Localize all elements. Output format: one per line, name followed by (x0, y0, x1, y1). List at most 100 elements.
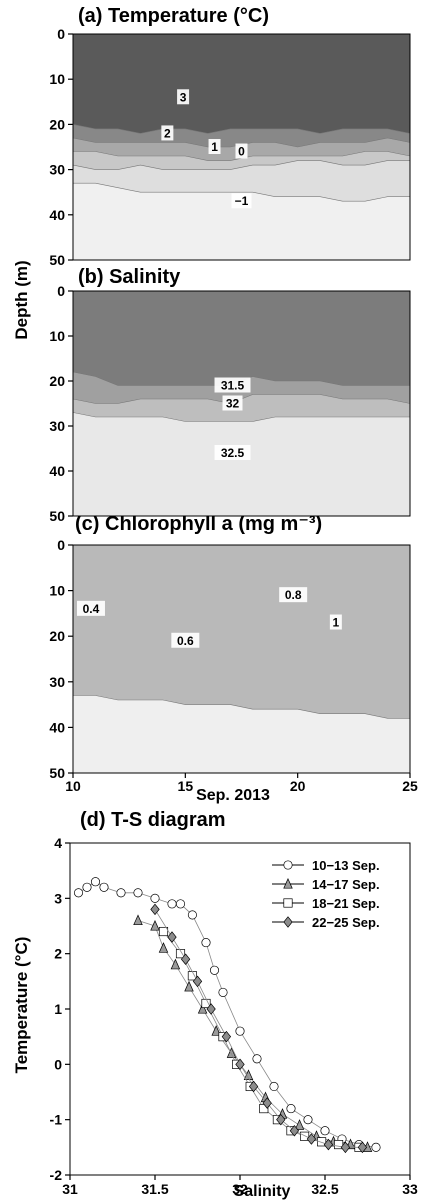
contour-label-bg (177, 89, 190, 105)
series-0 (73, 877, 381, 1152)
legend: 10−13 Sep. 14−17 Sep. 18−21 Sep. 22−25 Sep. (272, 858, 380, 930)
contour-label-0: 3 (180, 90, 187, 104)
data-point (262, 1097, 272, 1109)
legend-marker (283, 877, 293, 889)
y-tick-label: 30 (49, 418, 65, 434)
data-point (158, 926, 169, 937)
data-point (317, 1137, 327, 1147)
contour-label-bg (76, 600, 105, 616)
y-tick-label: 10 (49, 583, 65, 599)
y-tick-label: 0 (57, 537, 65, 553)
contour-label-1: 32 (226, 397, 240, 411)
contour-label-4: −1 (235, 194, 249, 208)
y-tick-label: 3 (54, 890, 62, 906)
contour-label-2: 1 (211, 140, 218, 154)
contour-label-3: 0 (238, 145, 245, 159)
data-point (167, 899, 177, 909)
panel-d: 31 31.5 32 32.5 33 -2 -1 0 1 2 3 4 10−13 Sep. 14−17 S… (50, 835, 418, 1197)
contour-label-2: 0.8 (285, 588, 302, 602)
shared-y-axis-label: Depth (m) (12, 260, 31, 339)
legend-label-1: 14−17 Sep. (312, 877, 380, 892)
panel-a-title: (a) Temperature (°C) (78, 5, 269, 27)
data-point (303, 1115, 313, 1125)
data-point (187, 910, 197, 920)
panel-frame (72, 544, 411, 774)
legend-marker (283, 916, 293, 928)
y-tick-label: 10 (49, 71, 65, 87)
y-tick-label: 40 (49, 719, 65, 735)
data-point (218, 987, 228, 997)
y-tick-label: 2 (54, 946, 62, 962)
contour-label-bg (222, 395, 243, 411)
contour-label-2: 32.5 (221, 446, 245, 460)
x-tick-label: 10 (65, 778, 81, 794)
panel-d-x-axis-label: Salinity (234, 1183, 291, 1200)
series-line (78, 881, 377, 1148)
data-point (294, 1119, 305, 1130)
y-tick-label: 20 (49, 628, 65, 644)
panel-b-title: (b) Salinity (78, 266, 181, 288)
data-point (276, 1113, 286, 1126)
panel-c-field (73, 545, 410, 773)
contour-label-3: 1 (333, 616, 340, 630)
panel-frame (72, 290, 411, 517)
data-point (90, 877, 101, 887)
contour-label-1: 2 (164, 126, 171, 140)
panel-c-x-axis-label: Sep. 2013 (196, 787, 270, 804)
x-tick-label: 15 (178, 778, 194, 794)
data-point (82, 882, 92, 892)
data-point (235, 1026, 245, 1036)
data-point (170, 958, 181, 970)
panel-b: 31.5 32 32.5 0 10 20 30 40 50 (49, 283, 411, 524)
y-tick-label: 4 (54, 835, 62, 851)
contour-label-bg (329, 614, 342, 630)
data-point (158, 942, 169, 953)
panel-d-title: (d) T-S diagram (80, 809, 226, 831)
data-point (150, 919, 160, 931)
panel-c-title: (c) Chlorophyll a (mg m⁻³) (75, 513, 322, 535)
data-point (340, 1141, 351, 1154)
data-point (167, 931, 177, 943)
legend-label-2: 18−21 Sep. (312, 896, 380, 911)
y-tick-label: 0 (57, 26, 65, 42)
contour-label-bg (171, 632, 200, 648)
data-point (133, 914, 143, 926)
data-point (180, 953, 191, 965)
data-point (184, 980, 194, 992)
series-3 (150, 903, 368, 1154)
data-point (226, 1047, 237, 1058)
panels-layer: 321 0−10102030405031.53232.5010203040500.… (49, 26, 418, 1197)
data-point (252, 1054, 262, 1064)
data-point (116, 888, 126, 898)
y-tick-label: 50 (49, 252, 65, 268)
x-tick-label: 32 (232, 1181, 248, 1197)
y-tick-label: -1 (50, 1112, 63, 1128)
data-point (371, 1142, 381, 1152)
data-point (323, 1138, 334, 1151)
contour-band-3 (73, 34, 410, 134)
contour-label-bg (214, 445, 251, 460)
data-point (206, 1003, 216, 1015)
data-point (175, 949, 186, 959)
y-tick-label: 40 (49, 463, 65, 479)
contour-label-bg (235, 143, 248, 159)
x-tick-label: 31.5 (141, 1181, 168, 1197)
legend-marker (283, 898, 293, 908)
contour-label-bg (161, 125, 174, 141)
x-tick-label: 25 (402, 778, 418, 794)
y-tick-label: 0 (54, 1056, 62, 1072)
data-point (248, 1080, 259, 1093)
panel-a-field (73, 34, 410, 260)
contour-band-0_4 (73, 545, 410, 719)
data-point (192, 975, 203, 988)
data-point (320, 1126, 330, 1136)
x-tick-label: 32.5 (311, 1181, 338, 1197)
legend-label-3: 22−25 Sep. (312, 915, 380, 930)
data-point (150, 893, 160, 903)
contour-label-0: 0.4 (83, 602, 100, 616)
contour-label-bg (208, 139, 221, 154)
data-point (211, 1025, 221, 1036)
panel-d-y-axis-label: Temperature (°C) (12, 937, 31, 1074)
